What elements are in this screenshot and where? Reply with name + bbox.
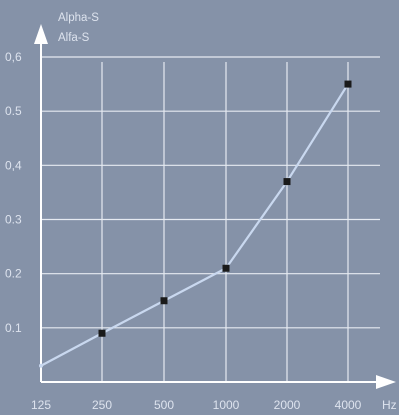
data-point — [344, 80, 352, 88]
y-tick-label: 0.5 — [5, 104, 22, 118]
x-tick-labels: 125 250 500 1000 2000 4000 — [31, 398, 362, 412]
y-tick-label: 0.2 — [5, 267, 22, 281]
x-axis-arrow-icon — [376, 375, 396, 389]
y-tick-label: 0,4 — [5, 158, 22, 172]
data-point — [160, 297, 168, 305]
grid — [41, 56, 380, 382]
data-point — [222, 264, 230, 272]
y-tick-label: 0,6 — [5, 50, 22, 64]
series-line — [40, 83, 349, 367]
y-tick-labels: 0.1 0.2 0.3 0,4 0.5 0,6 — [5, 50, 22, 335]
x-axis-unit: Hz — [382, 398, 397, 412]
y-axis-title-line-1: Alpha-S — [58, 12, 99, 24]
y-tick-label: 0.1 — [5, 321, 22, 335]
x-tick-label: 1000 — [213, 398, 240, 412]
data-point — [283, 178, 291, 186]
x-tick-label: 2000 — [274, 398, 301, 412]
data-point — [98, 329, 106, 337]
y-tick-label: 0.3 — [5, 213, 22, 227]
y-axis-title-line-2: Alfa-S — [58, 32, 90, 44]
axes — [34, 24, 396, 389]
x-tick-label: 500 — [154, 398, 174, 412]
x-tick-label: 250 — [92, 398, 112, 412]
y-axis-title: Alpha-S Alfa-S — [58, 12, 99, 44]
series — [39, 80, 352, 368]
x-tick-label: 125 — [31, 398, 51, 412]
y-axis-arrow-icon — [34, 24, 48, 44]
data-point — [39, 363, 43, 368]
x-tick-label: 4000 — [335, 398, 362, 412]
